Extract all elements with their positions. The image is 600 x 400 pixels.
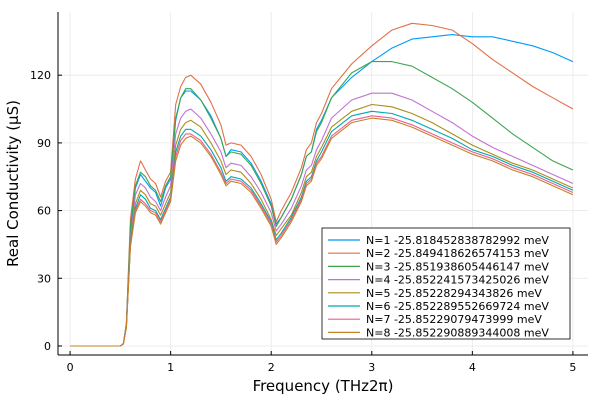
series-line-6: [70, 110, 574, 347]
legend-entry: N=2 -25.849418626574153 meV: [366, 247, 549, 260]
series-line-7: [70, 115, 574, 347]
legend-entry: N=6 -25.852289552669724 meV: [366, 300, 549, 313]
x-tick-label: 2: [268, 361, 275, 374]
legend-entry: N=4 -25.852241573425026 meV: [366, 274, 549, 287]
y-ticks: 0 30 60 90 120: [30, 69, 62, 353]
grid: [58, 12, 588, 355]
x-tick-label: 0: [67, 361, 74, 374]
y-tick-label: 60: [37, 205, 51, 218]
x-tick-label: 1: [167, 361, 174, 374]
series-lines: [70, 22, 574, 347]
series-line-2: [70, 22, 574, 347]
legend-entry: N=3 -25.851938605446147 meV: [366, 260, 549, 273]
legend-entry: N=8 -25.852290889344008 meV: [366, 326, 549, 339]
y-axis-label: Real Conductivity (μS): [4, 100, 22, 267]
series-line-5: [70, 103, 574, 347]
series-line-3: [70, 61, 574, 347]
series-line-1: [70, 34, 574, 347]
y-tick-label: 0: [44, 340, 51, 353]
axes: [57, 12, 588, 356]
legend-entry: N=5 -25.85228294343826 meV: [366, 287, 542, 300]
x-axis-label: Frequency (THz2π): [253, 377, 394, 395]
y-tick-label: 120: [30, 69, 51, 82]
legend-entry: N=1 -25.818452838782992 meV: [366, 234, 549, 247]
legend-entry: N=7 -25.85229079473999 meV: [366, 313, 542, 326]
series-line-8: [70, 117, 574, 347]
x-tick-label: 4: [469, 361, 476, 374]
x-tick-label: 3: [368, 361, 375, 374]
y-tick-label: 30: [37, 272, 51, 285]
x-tick-label: 5: [569, 361, 576, 374]
legend-box: [321, 227, 571, 340]
x-ticks: 0 1 2 3 4 5: [67, 351, 576, 374]
y-tick-label: 90: [37, 137, 51, 150]
series-line-4: [70, 92, 574, 347]
